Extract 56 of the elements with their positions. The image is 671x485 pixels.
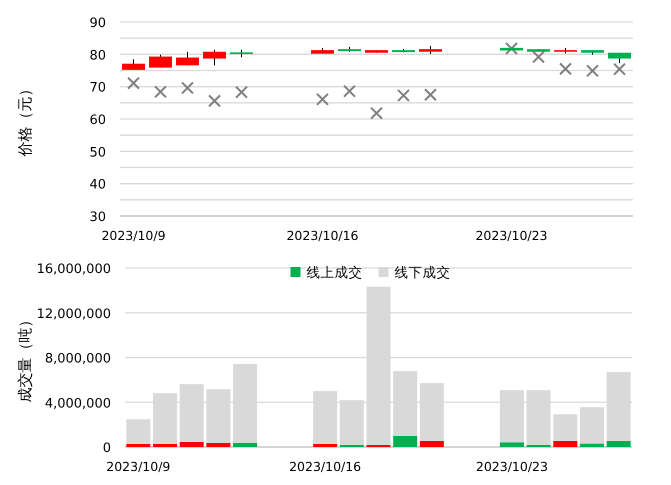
y-tick-label: 8,000,000 xyxy=(44,352,111,366)
candlestick xyxy=(122,58,145,70)
x-tick-label: 2023/10/16 xyxy=(289,459,362,474)
bar xyxy=(606,440,631,447)
y-tick-label: 30 xyxy=(89,210,106,225)
y-tick-label: 80 xyxy=(89,48,106,64)
bar xyxy=(553,414,578,441)
y-axis-title: 成交量（吨） xyxy=(16,312,34,402)
point xyxy=(127,76,140,90)
point xyxy=(613,62,626,76)
legend-label: 线上成交 xyxy=(306,265,362,281)
point xyxy=(181,81,194,94)
bar xyxy=(233,442,258,447)
point xyxy=(424,88,437,102)
point xyxy=(586,64,599,78)
y-tick-label: 60 xyxy=(89,113,106,128)
legend-label: 线下成交 xyxy=(394,265,450,281)
bar xyxy=(126,419,150,444)
bar xyxy=(393,436,418,447)
x-tick-label: 2023/10/16 xyxy=(286,228,359,243)
y-tick-label: 4,000,000 xyxy=(44,396,111,412)
point xyxy=(559,62,572,76)
point xyxy=(316,92,329,106)
bar xyxy=(580,444,604,447)
y-tick-label: 50 xyxy=(89,145,106,160)
point xyxy=(154,85,167,98)
x-tick-label: 2023/10/23 xyxy=(475,228,548,243)
x-tick-label: 2023/10/9 xyxy=(101,228,166,243)
candlestick xyxy=(176,51,199,66)
point xyxy=(235,86,248,99)
x-tick-label: 2023/10/9 xyxy=(106,459,170,474)
point xyxy=(397,88,410,102)
y-tick-label: 90 xyxy=(89,16,106,31)
y-tick-label: 0 xyxy=(102,441,111,456)
point xyxy=(370,106,383,120)
point xyxy=(532,50,545,64)
bar xyxy=(180,442,204,447)
point xyxy=(208,94,221,108)
candlestick xyxy=(203,49,226,66)
candlestick xyxy=(149,54,172,68)
x-tick-label: 2023/10/23 xyxy=(476,459,548,474)
bar xyxy=(553,440,578,447)
bar xyxy=(420,440,444,447)
y-axis-title: 价格（元） xyxy=(16,82,34,158)
point xyxy=(343,84,356,98)
bar xyxy=(500,442,524,447)
y-tick-label: 70 xyxy=(89,80,106,96)
point xyxy=(505,42,518,56)
bar xyxy=(206,442,230,447)
y-tick-label: 16,000,000 xyxy=(36,262,111,277)
bar xyxy=(126,444,150,447)
bar xyxy=(313,444,338,447)
bar xyxy=(153,444,178,447)
y-tick-label: 12,000,000 xyxy=(36,306,111,322)
y-tick-label: 40 xyxy=(89,178,106,193)
bar xyxy=(580,407,604,444)
